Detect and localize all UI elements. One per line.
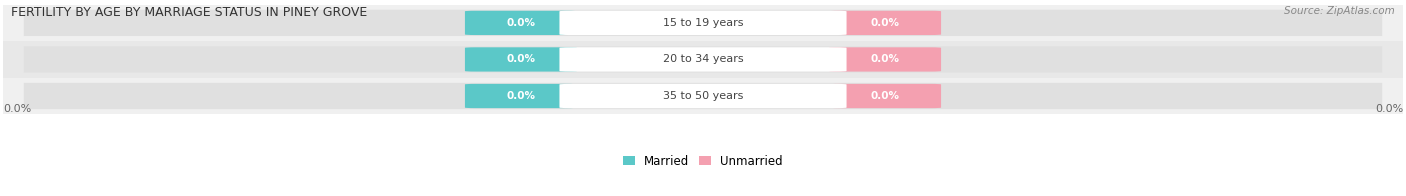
Text: 0.0%: 0.0%: [870, 18, 900, 28]
FancyBboxPatch shape: [24, 10, 1382, 36]
Text: 0.0%: 0.0%: [506, 18, 536, 28]
FancyBboxPatch shape: [560, 84, 846, 108]
Text: Source: ZipAtlas.com: Source: ZipAtlas.com: [1284, 6, 1395, 16]
Text: 20 to 34 years: 20 to 34 years: [662, 54, 744, 64]
Legend: Married, Unmarried: Married, Unmarried: [619, 150, 787, 172]
Text: 0.0%: 0.0%: [506, 91, 536, 101]
FancyBboxPatch shape: [830, 11, 941, 35]
Text: 0.0%: 0.0%: [3, 103, 31, 113]
Text: 0.0%: 0.0%: [870, 54, 900, 64]
Text: 0.0%: 0.0%: [506, 54, 536, 64]
FancyBboxPatch shape: [830, 47, 941, 72]
Bar: [3, 41, 1403, 78]
Text: 35 to 50 years: 35 to 50 years: [662, 91, 744, 101]
FancyBboxPatch shape: [560, 11, 846, 35]
Text: 0.0%: 0.0%: [1375, 103, 1403, 113]
Bar: [3, 5, 1403, 41]
FancyBboxPatch shape: [465, 11, 576, 35]
FancyBboxPatch shape: [24, 83, 1382, 109]
FancyBboxPatch shape: [560, 47, 846, 72]
FancyBboxPatch shape: [24, 46, 1382, 73]
Text: 0.0%: 0.0%: [870, 91, 900, 101]
FancyBboxPatch shape: [465, 47, 576, 72]
Bar: [3, 78, 1403, 114]
FancyBboxPatch shape: [830, 84, 941, 108]
FancyBboxPatch shape: [465, 84, 576, 108]
Text: 15 to 19 years: 15 to 19 years: [662, 18, 744, 28]
Text: FERTILITY BY AGE BY MARRIAGE STATUS IN PINEY GROVE: FERTILITY BY AGE BY MARRIAGE STATUS IN P…: [11, 6, 367, 19]
